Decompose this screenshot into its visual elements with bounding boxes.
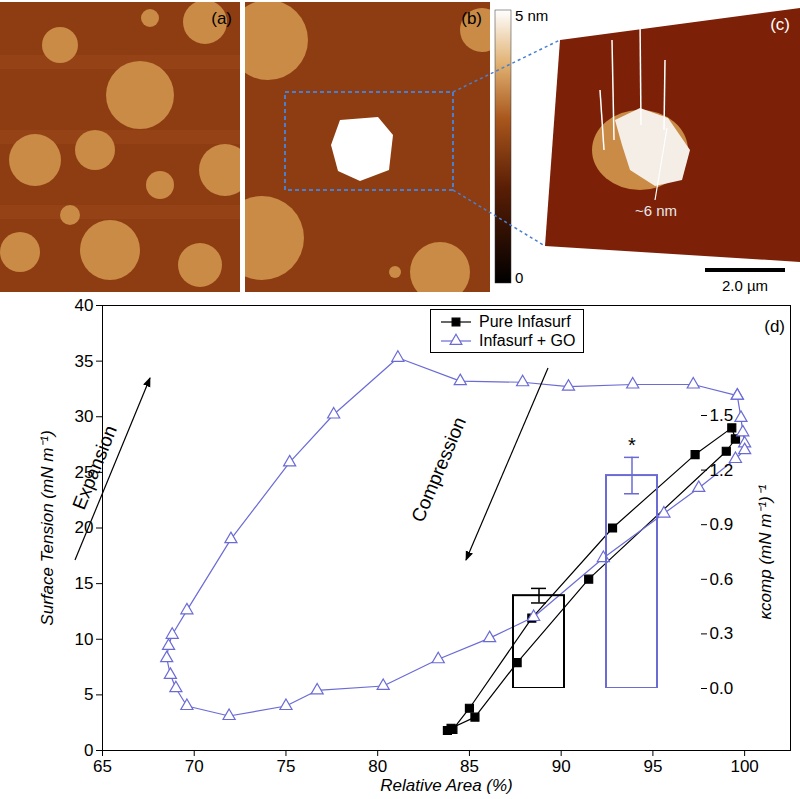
svg-text:10: 10 xyxy=(75,630,94,649)
svg-text:35: 35 xyxy=(75,352,94,371)
svg-text:20: 20 xyxy=(75,518,94,537)
html-text:Infasurf + GO: Infasurf + GO xyxy=(479,331,576,349)
svg-text:2.0 µm: 2.0 µm xyxy=(722,277,768,294)
svg-text:Expansion: Expansion xyxy=(68,422,121,512)
svg-text:1.2: 1.2 xyxy=(710,461,734,480)
svg-text:(a): (a) xyxy=(211,9,232,28)
svg-text:80: 80 xyxy=(368,757,387,776)
svg-text:85: 85 xyxy=(460,757,479,776)
svg-text:0: 0 xyxy=(515,269,523,286)
svg-text:0: 0 xyxy=(84,740,94,760)
svg-text:1.5: 1.5 xyxy=(710,406,734,425)
svg-text:(d): (d) xyxy=(764,317,785,336)
svg-text:100: 100 xyxy=(730,757,758,776)
svg-text:75: 75 xyxy=(277,757,296,776)
svg-text:30: 30 xyxy=(75,407,94,426)
svg-text:5: 5 xyxy=(84,685,93,704)
svg-text:Surface Tension (mN m⁻¹): Surface Tension (mN m⁻¹) xyxy=(38,430,57,625)
svg-text:90: 90 xyxy=(552,757,571,776)
svg-text:5 nm: 5 nm xyxy=(515,7,548,24)
svg-text:0.9: 0.9 xyxy=(710,515,734,534)
svg-text:Relative Area (%): Relative Area (%) xyxy=(380,776,513,795)
svg-text:25: 25 xyxy=(75,463,94,482)
svg-text:15: 15 xyxy=(75,574,94,593)
svg-text:κcomp (mN m⁻¹)⁻¹: κcomp (mN m⁻¹)⁻¹ xyxy=(756,484,775,619)
svg-text:65: 65 xyxy=(93,757,112,776)
html-text:Pure Infasurf: Pure Infasurf xyxy=(479,312,571,330)
svg-text:95: 95 xyxy=(643,757,662,776)
svg-text:70: 70 xyxy=(185,757,204,776)
svg-text:0.3: 0.3 xyxy=(710,624,734,643)
svg-text:40: 40 xyxy=(75,296,94,315)
svg-text:0.6: 0.6 xyxy=(710,570,734,589)
svg-text:(b): (b) xyxy=(461,9,482,28)
svg-text:Compression: Compression xyxy=(407,414,470,525)
svg-text:~6 nm: ~6 nm xyxy=(635,202,677,219)
svg-text:0.0: 0.0 xyxy=(710,679,734,698)
svg-text:(c): (c) xyxy=(770,15,790,34)
svg-text:*: * xyxy=(628,434,636,456)
